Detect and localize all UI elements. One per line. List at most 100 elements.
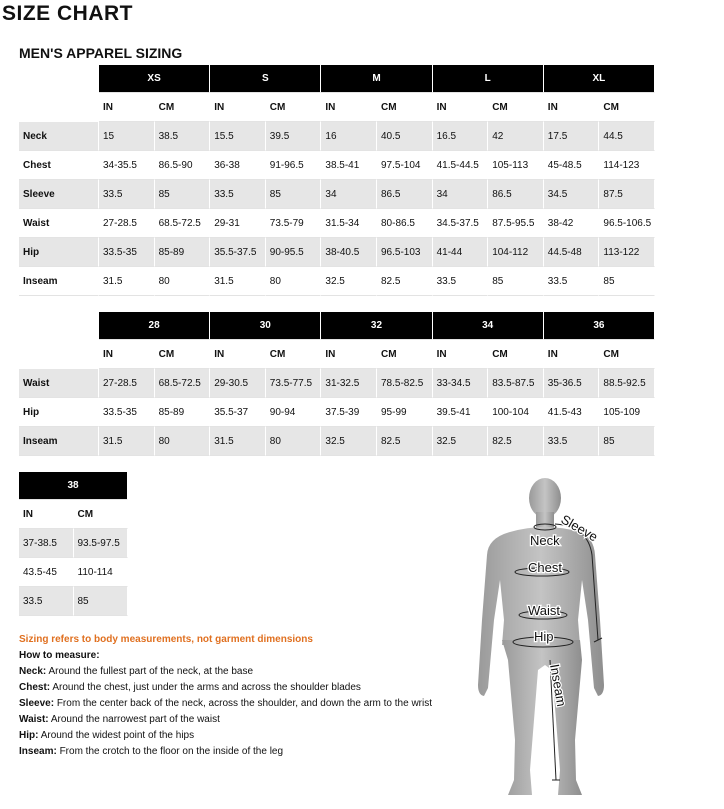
table-cell: 33.5-35 [99,238,155,267]
table-cell: 35-36.5 [543,369,600,398]
unit-header: CM [488,93,544,122]
unit-header: IN [99,93,155,122]
table-cell: 90-95.5 [265,238,322,267]
table-cell: 93.5-97.5 [73,529,128,558]
table-cell: 33.5 [543,267,600,296]
row-label: Inseam [19,267,99,296]
row-label: Hip [19,238,99,267]
table-cell: 105-109 [599,398,655,427]
unit-header: CM [599,93,655,122]
table-cell: 73.5-77.5 [265,369,322,398]
table-cell: 85 [599,427,655,456]
size-header: L [432,65,544,93]
table-cell: 32.5 [321,427,377,456]
table-cell: 78.5-82.5 [377,369,433,398]
table-cell: 33-34.5 [432,369,489,398]
table-cell: 83.5-87.5 [488,369,544,398]
table-cell: 31-32.5 [321,369,377,398]
table-cell: 90-94 [265,398,322,427]
unit-header: IN [432,93,489,122]
table-cell: 36-38 [210,151,266,180]
table-cell: 34-35.5 [99,151,155,180]
page-title: SIZE CHART [2,2,133,25]
table-cell: 85-89 [154,398,211,427]
table-cell: 29-31 [210,209,266,238]
table-cell: 86.5 [377,180,433,209]
table-cell: 42 [488,122,544,151]
table-cell: 113-122 [599,238,655,267]
row-label: Sleeve [19,180,99,209]
figure-label: Neck [530,533,560,548]
table-cell: 35.5-37.5 [210,238,266,267]
unit-header: CM [154,93,211,122]
table-cell: 82.5 [377,267,433,296]
size-header: S [210,65,322,93]
table-cell: 95-99 [377,398,433,427]
unit-header: IN [432,340,489,369]
unit-header: CM [377,93,433,122]
size-header: 38 [19,472,128,500]
section-title: MEN'S APPAREL SIZING [19,45,183,61]
unit-header: IN [99,340,155,369]
note-term: Waist: [19,714,49,725]
table-cell: 96.5-103 [377,238,433,267]
table-cell: 35.5-37 [210,398,266,427]
unit-header: CM [377,340,433,369]
unit-header: IN [543,93,600,122]
table-cell: 29-30.5 [210,369,266,398]
unit-header: IN [543,340,600,369]
table-cell: 39.5-41 [432,398,489,427]
table-cell: 85 [599,267,655,296]
disclaimer: Sizing refers to body measurements, not … [19,634,313,645]
table-cell: 80 [265,427,322,456]
table-cell: 41-44 [432,238,489,267]
table-cell: 27-28.5 [99,209,155,238]
table-cell: 86.5 [488,180,544,209]
note-text: Around the chest, just under the arms an… [52,682,361,693]
row-label: Inseam [19,427,99,456]
table-cell: 34.5 [543,180,600,209]
table-cell: 38-40.5 [321,238,377,267]
table-cell: 34 [321,180,377,209]
unit-header: CM [265,340,322,369]
table-cell: 31.5 [210,267,266,296]
table-cell: 15.5 [210,122,266,151]
size-header: 30 [210,312,322,340]
table-cell: 15 [99,122,155,151]
table-cell: 44.5-48 [543,238,600,267]
row-label: Waist [19,369,99,398]
table-cell: 38.5-41 [321,151,377,180]
table-cell: 85 [265,180,322,209]
note-line: Sleeve: From the center back of the neck… [19,698,432,709]
table-cell: 16 [321,122,377,151]
table-cell: 68.5-72.5 [154,369,211,398]
table-cell: 31.5 [99,427,155,456]
table-cell: 32.5 [321,267,377,296]
unit-header: IN [210,340,266,369]
table-cell: 110-114 [73,558,128,587]
table-cell: 37.5-39 [321,398,377,427]
note-line: Waist: Around the narrowest part of the … [19,714,220,725]
note-line: Inseam: From the crotch to the floor on … [19,746,283,757]
table-cell: 33.5 [210,180,266,209]
table-cell: 38.5 [154,122,211,151]
table-cell: 43.5-45 [19,558,74,587]
table-cell: 73.5-79 [265,209,322,238]
unit-header: IN [321,93,377,122]
table-cell: 31.5 [210,427,266,456]
table-cell: 80 [154,267,211,296]
unit-header: CM [599,340,655,369]
unit-header: CM [73,500,128,529]
table-cell: 87.5 [599,180,655,209]
unit-header: CM [265,93,322,122]
size-header: 28 [99,312,211,340]
table-cell: 31.5 [99,267,155,296]
table-cell: 85 [154,180,211,209]
table-cell: 82.5 [488,427,544,456]
table-cell: 96.5-106.5 [599,209,655,238]
table-cell: 85 [488,267,544,296]
note-line: Hip: Around the widest point of the hips [19,730,194,741]
size-header: XS [99,65,211,93]
